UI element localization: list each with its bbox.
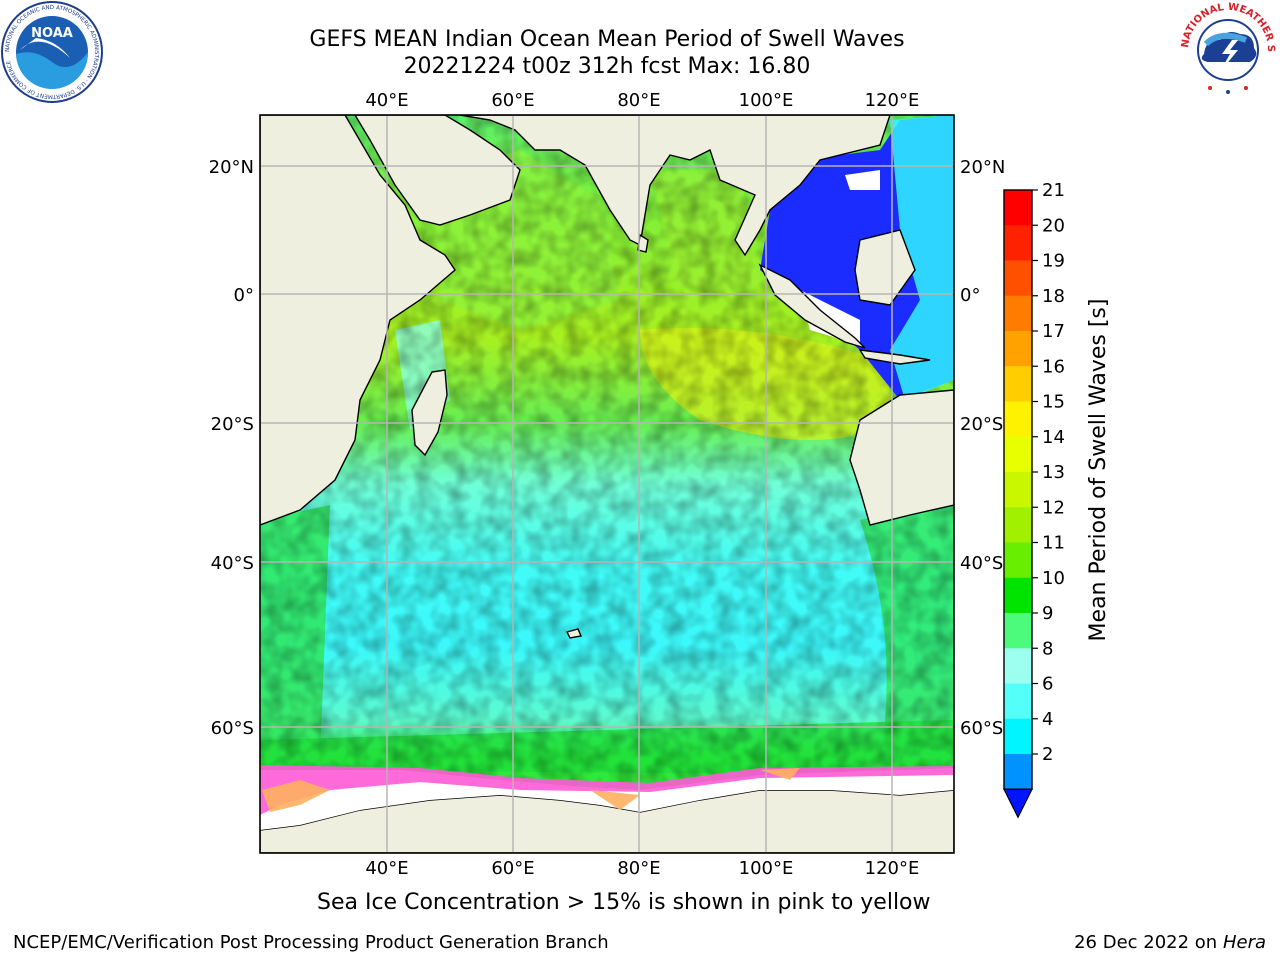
colorbar-swatch	[1004, 401, 1032, 438]
colorbar-label: Mean Period of Swell Waves [s]	[1086, 299, 1111, 642]
lat-label: 0°	[960, 285, 980, 306]
lat-label: 20°N	[209, 157, 254, 178]
colorbar-tick-label: 21	[1042, 180, 1065, 201]
colorbar-tick-label: 17	[1042, 321, 1065, 342]
lat-label: 60°S	[960, 718, 1003, 739]
map-frame	[259, 114, 955, 854]
colorbar-tick-label: 13	[1042, 462, 1065, 483]
lon-labels-bottom: 40°E 60°E 80°E 100°E 120°E	[365, 858, 919, 879]
lat-label: 20°N	[960, 157, 1005, 178]
footer-date-text: 26 Dec 2022 on	[1074, 932, 1218, 953]
lat-label: 40°S	[960, 553, 1003, 574]
sumatra-land	[758, 263, 866, 349]
colorbar-swatch	[1004, 648, 1032, 684]
colorbar-extend-arrow	[1003, 788, 1033, 819]
sea-ice-pink	[260, 765, 954, 815]
lat-label: 20°S	[960, 414, 1003, 435]
colorbar-swatch	[1004, 754, 1032, 790]
lon-label: 80°E	[617, 858, 660, 879]
colorbar: 21 20 19 18 17 16 15 14 13 12 11 10 9 8 6 4 2	[1003, 180, 1065, 819]
lon-label: 100°E	[739, 858, 794, 879]
colorbar-tick-label: 18	[1042, 286, 1065, 307]
footer-date: 26 Dec 2022 on Hera	[1074, 932, 1266, 953]
lon-label: 40°E	[365, 90, 408, 111]
colorbar-tick-label: 8	[1042, 638, 1053, 659]
noaa-logo: NATIONAL OCEANIC AND ATMOSPHERIC ADMINIS…	[1, 1, 103, 103]
colorbar-tick-label: 15	[1042, 392, 1065, 413]
lon-label: 120°E	[865, 858, 920, 879]
colorbar-swatch	[1004, 436, 1032, 473]
colorbar-swatch	[1004, 542, 1032, 579]
indonesian-seas-cyan	[890, 115, 954, 400]
lat-labels-left: 20°N 0° 20°S 40°S 60°S	[209, 157, 254, 739]
colorbar-swatch	[1004, 472, 1032, 508]
colorbar-tick-label: 16	[1042, 356, 1065, 377]
lon-label: 60°E	[491, 858, 534, 879]
chart-title: GEFS MEAN Indian Ocean Mean Period of Sw…	[309, 27, 905, 52]
lat-label: 40°S	[211, 553, 254, 574]
colorbar-swatch	[1004, 331, 1032, 367]
lat-label: 60°S	[211, 718, 254, 739]
lon-label: 100°E	[739, 90, 794, 111]
colorbar-tick-label: 9	[1042, 603, 1053, 624]
colorbar-swatch	[1004, 507, 1032, 543]
svg-text:NOAA: NOAA	[31, 26, 73, 41]
lon-label: 60°E	[491, 90, 534, 111]
colorbar-swatch	[1004, 613, 1032, 649]
lon-label: 120°E	[865, 90, 920, 111]
colorbar-frame	[1003, 189, 1033, 790]
colorbar-swatch	[1004, 577, 1032, 614]
colorbar-swatch	[1004, 718, 1032, 755]
colorbar-swatch	[1004, 366, 1032, 402]
nws-logo: NATIONAL WEATHER SERVICE	[1176, 0, 1276, 97]
colorbar-tick-label: 4	[1042, 709, 1053, 730]
asia-land	[459, 115, 891, 257]
lon-label: 40°E	[365, 858, 408, 879]
colorbar-swatch	[1004, 260, 1032, 297]
colorbar-tick-label: 2	[1042, 744, 1053, 765]
colorbar-swatch	[1004, 683, 1032, 720]
colorbar-swatch	[1004, 225, 1032, 261]
kerguelen-land	[565, 628, 582, 639]
colorbar-tick-label: 11	[1042, 533, 1065, 554]
lon-label: 80°E	[617, 90, 660, 111]
colorbar-tick-label: 10	[1042, 568, 1065, 589]
colorbar-tick-label: 14	[1042, 427, 1065, 448]
footer-host: Hera	[1222, 932, 1266, 953]
borneo-land	[854, 229, 916, 306]
sea-ice-caption: Sea Ice Concentration > 15% is shown in …	[317, 890, 931, 915]
graticule	[260, 115, 954, 853]
colorbar-tick-label: 19	[1042, 251, 1065, 272]
lat-labels-right: 20°N 0° 20°S 40°S 60°S	[960, 157, 1005, 739]
java-land	[858, 349, 931, 365]
lat-label: 20°S	[211, 414, 254, 435]
colorbar-swatch	[1004, 295, 1032, 332]
colorbar-tick-label: 20	[1042, 215, 1065, 236]
madagascar-land	[411, 369, 448, 457]
lon-labels-top: 40°E 60°E 80°E 100°E 120°E	[365, 90, 919, 111]
colorbar-tick-label: 6	[1042, 674, 1053, 695]
chart-subtitle: 20221224 t00z 312h fcst Max: 16.80	[403, 54, 811, 79]
colorbar-swatch	[1004, 190, 1032, 226]
lat-label: 0°	[234, 285, 254, 306]
white-patches	[800, 170, 880, 345]
arabia-land	[354, 115, 521, 226]
footer-credit: NCEP/EMC/Verification Post Processing Pr…	[13, 932, 609, 953]
colorbar-tick-label: 12	[1042, 497, 1065, 518]
